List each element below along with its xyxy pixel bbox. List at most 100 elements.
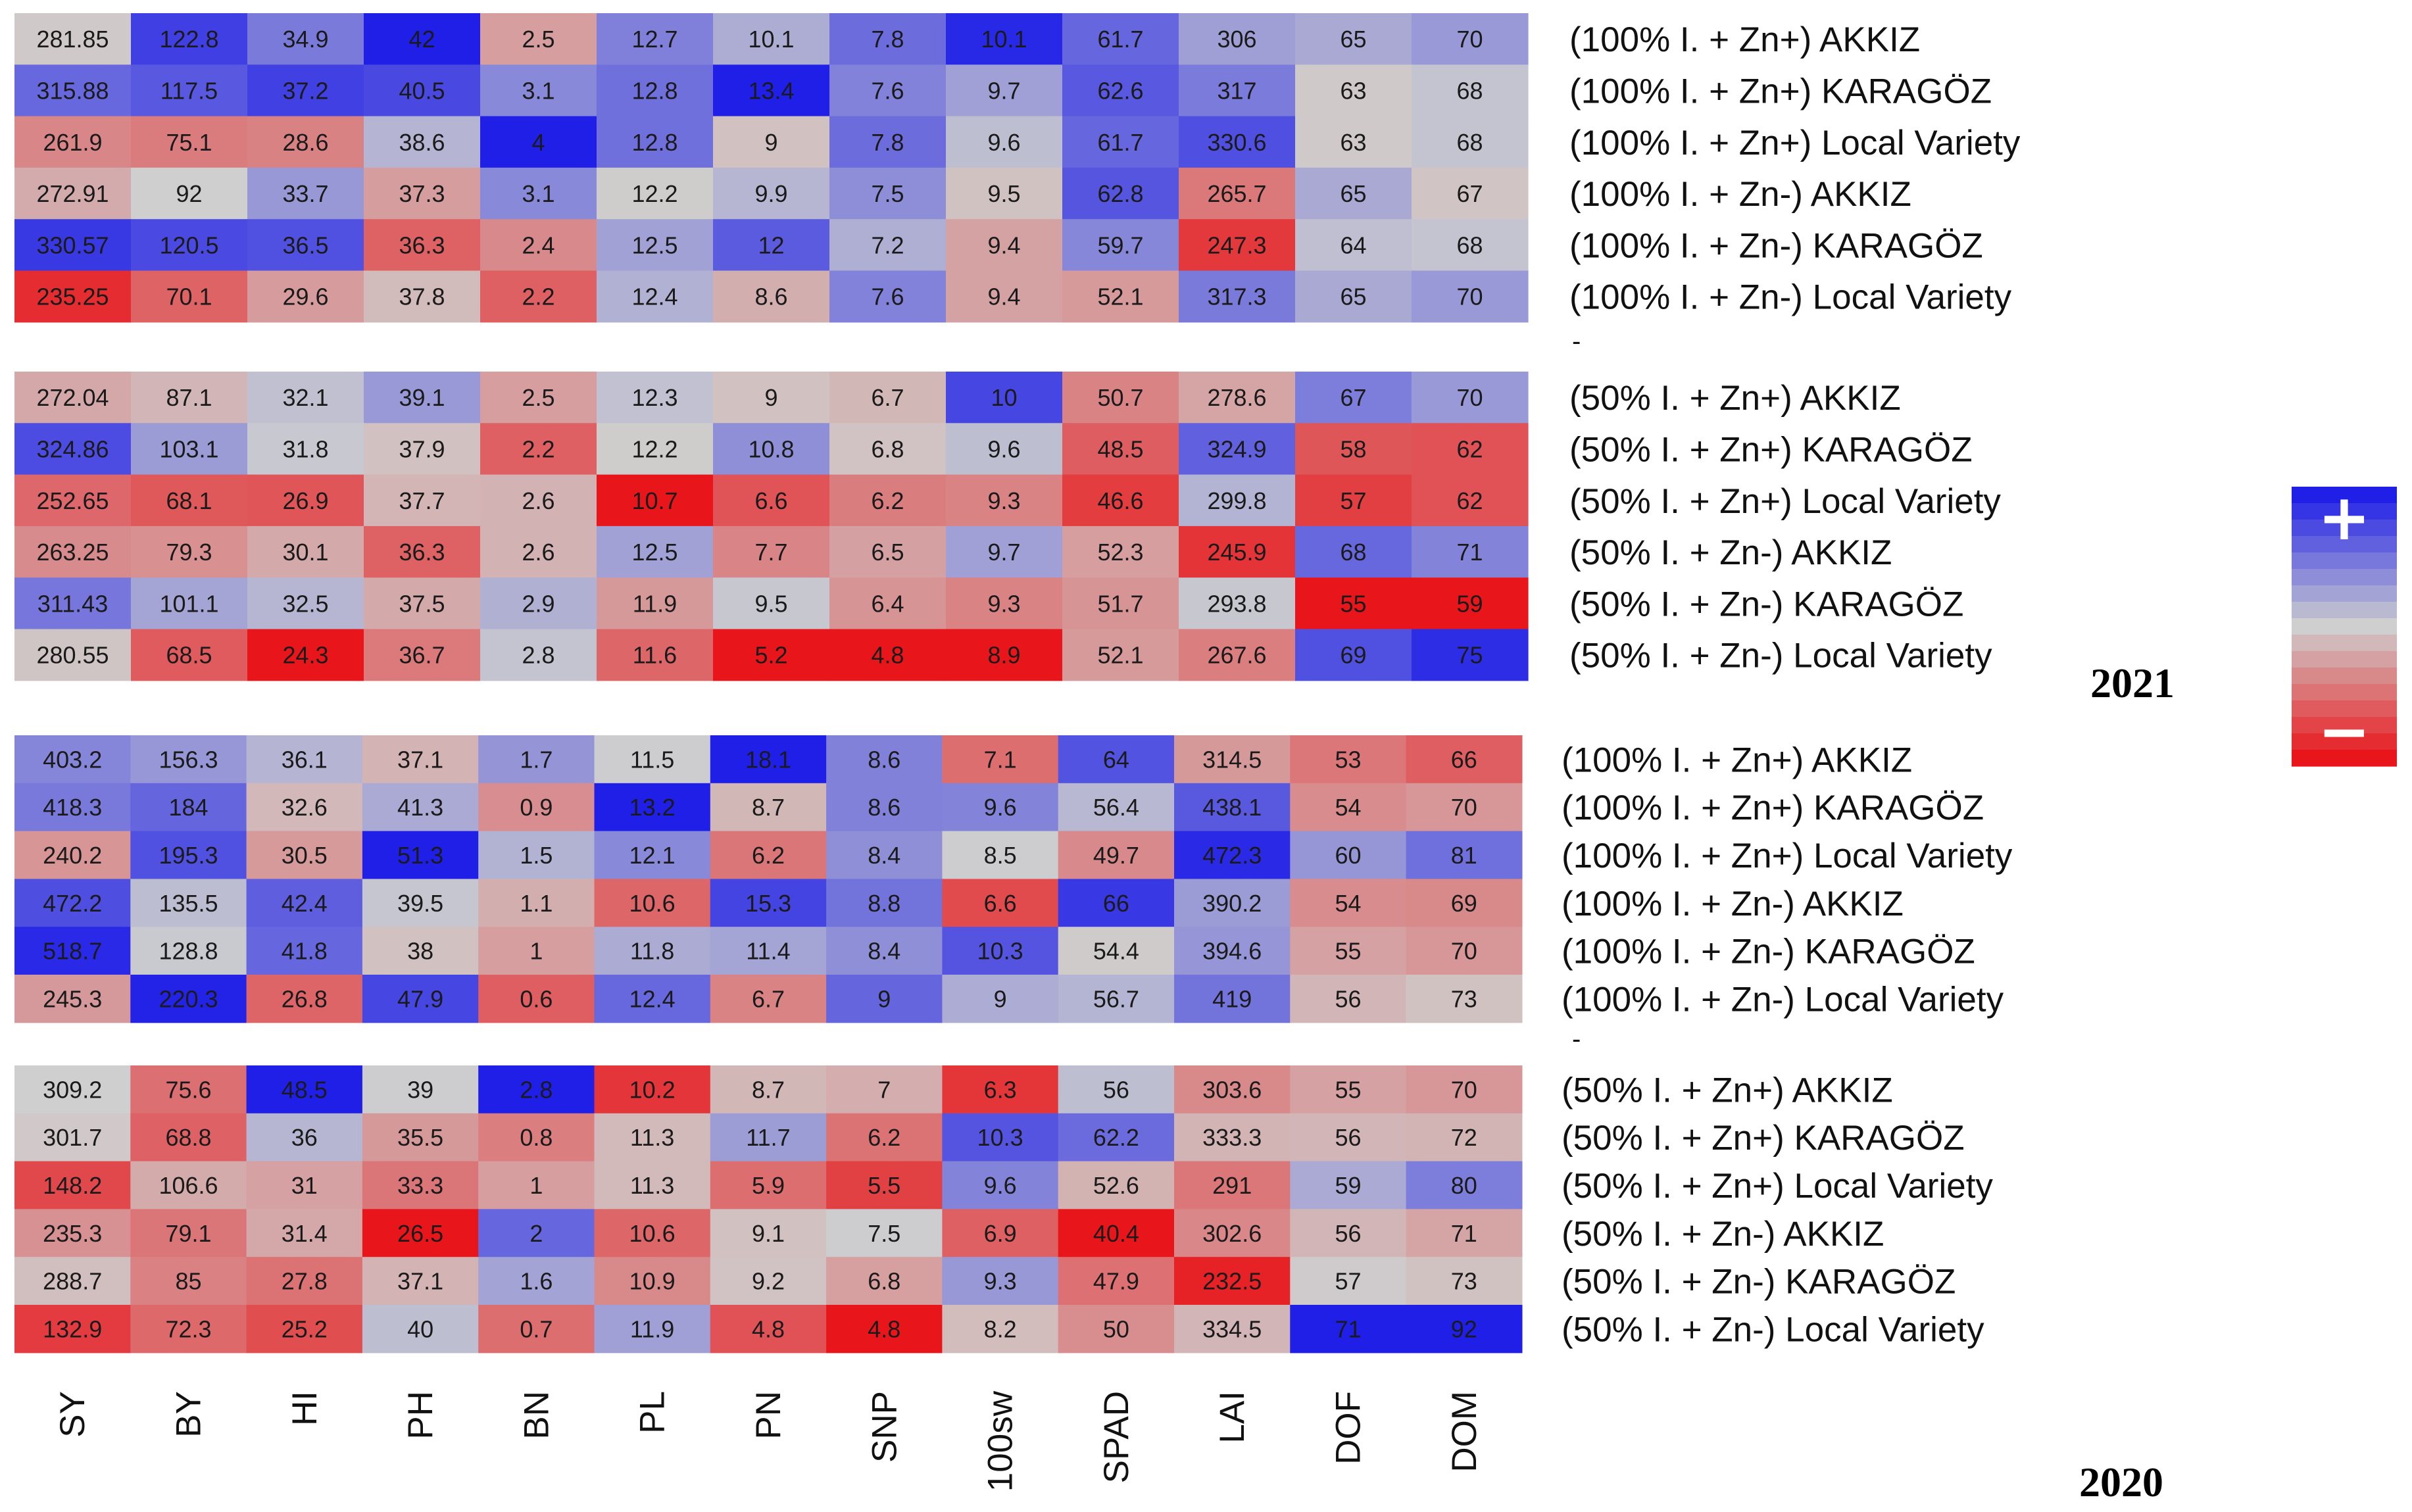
heatmap-cell (710, 975, 827, 1023)
heatmap-cell (829, 372, 947, 424)
cell-value-label: 68 (1456, 77, 1483, 104)
heatmap-cell (362, 1113, 479, 1162)
heatmap-cell (364, 270, 481, 323)
heatmap-cell (826, 831, 943, 879)
heatmap-cell (597, 525, 714, 578)
cell-value-label: 55 (1335, 1076, 1361, 1103)
heatmap-cell (1174, 1257, 1291, 1305)
heatmap-cell (594, 1113, 711, 1162)
heatmap-cell (14, 423, 132, 476)
cell-value-label: 7.2 (871, 232, 904, 258)
heatmap-cell (713, 13, 830, 65)
cell-value-label: 419 (1212, 985, 1252, 1012)
cell-value-label: 5.2 (754, 642, 787, 669)
cell-value-label: 220.3 (159, 985, 218, 1012)
cell-value-label: 9.9 (754, 180, 787, 207)
cell-value-label: 39.1 (399, 384, 445, 411)
cell-value-label: 52.6 (1093, 1172, 1139, 1199)
heatmap-cell (1295, 577, 1412, 630)
heatmap-cell (594, 1305, 711, 1353)
cell-value-label: 280.55 (36, 642, 109, 669)
column-label-snp: SNP (865, 1391, 904, 1463)
cell-value-label: 37.2 (282, 77, 328, 104)
cell-value-label: 9.1 (752, 1220, 785, 1247)
column-label-spad: SPAD (1097, 1391, 1136, 1483)
cell-value-label: 9.6 (987, 435, 1020, 462)
cell-value-label: 40 (407, 1315, 433, 1342)
heatmap-cell (1174, 735, 1291, 784)
cell-value-label: 403.2 (43, 746, 102, 773)
cell-value-label: 8.6 (868, 746, 900, 773)
heatmap-cell (364, 423, 481, 476)
heatmap-cell (14, 1113, 131, 1162)
heatmap-cell (364, 64, 481, 117)
heatmap-cell (246, 1065, 363, 1114)
heatmap-cell (1174, 975, 1291, 1023)
cell-value-label: 184 (168, 794, 208, 821)
heatmap-cell (1412, 116, 1529, 168)
cell-value-label: 56 (1335, 1124, 1361, 1151)
heatmap-cell (1290, 1305, 1407, 1353)
heatmap-cell (1290, 783, 1407, 832)
cell-value-label: 58 (1340, 435, 1366, 462)
cell-value-label: 26.9 (282, 487, 328, 514)
heatmap-cell (829, 423, 947, 476)
heatmap-cell (594, 879, 711, 927)
cell-value-label: 7.8 (871, 129, 904, 156)
cell-value-label: 33.7 (282, 180, 328, 207)
cell-value-label: 41.8 (282, 938, 328, 965)
heatmap-cell (247, 423, 364, 476)
heatmap-cell (1290, 831, 1407, 879)
heatmap-cell (826, 1113, 943, 1162)
heatmap-cell (1174, 1113, 1291, 1162)
cell-value-label: 87.1 (166, 384, 212, 411)
cell-value-label: 317.3 (1207, 283, 1266, 310)
legend-swatch (2292, 569, 2397, 586)
heatmap-cell (130, 1065, 247, 1114)
cell-value-label: 0.6 (520, 985, 553, 1012)
cell-value-label: 51.3 (397, 842, 443, 869)
cell-value-label: 235.25 (36, 283, 109, 310)
heatmap-cell (1295, 116, 1412, 168)
heatmap-cells: 281.85 122.8 34.9 42 2.5 12.7 10.1 7.8 10.1 61.7 3… (14, 13, 1529, 1353)
heatmap-cell (713, 270, 830, 323)
heatmap-cell (1174, 927, 1291, 975)
cell-value-label: 7.5 (871, 180, 904, 207)
cell-value-label: 67 (1456, 180, 1483, 207)
cell-value-label: 36.7 (399, 642, 445, 669)
heatmap-cell (942, 927, 1059, 975)
heatmap-cell (1179, 629, 1296, 681)
cell-value-label: 11.5 (630, 746, 674, 773)
cell-value-label: 9.7 (987, 539, 1020, 566)
cell-value-label: 92 (176, 180, 202, 207)
cell-value-label: 7 (877, 1076, 891, 1103)
cell-value-label: 69 (1340, 642, 1366, 669)
heatmap-cell (246, 1209, 363, 1257)
cell-value-label: 75 (1456, 642, 1483, 669)
heatmap-cell (826, 1257, 943, 1305)
cell-value-label: 11.7 (746, 1124, 790, 1151)
heatmap-cell (246, 831, 363, 879)
heatmap-cell (1179, 13, 1296, 65)
legend-swatch (2292, 733, 2397, 750)
cell-value-label: 37.7 (399, 487, 445, 514)
cell-value-label: 26.8 (282, 985, 328, 1012)
heatmap-cell (131, 13, 248, 65)
heatmap-cell (246, 1161, 363, 1209)
cell-value-label: 2.9 (522, 590, 554, 617)
legend-swatch (2292, 585, 2397, 602)
cell-value-label: 55 (1340, 590, 1366, 617)
cell-value-label: 9.6 (984, 1172, 1017, 1199)
heatmap-cell (478, 975, 595, 1023)
heatmap-cell (942, 1257, 1059, 1305)
heatmap-cell (942, 1305, 1059, 1353)
cell-value-label: 4.8 (868, 1315, 900, 1342)
cell-value-label: 39 (407, 1076, 433, 1103)
heatmap-cell (946, 423, 1063, 476)
cell-value-label: 69 (1451, 890, 1477, 917)
cell-value-label: 9 (994, 985, 1007, 1012)
heatmap-cell (247, 116, 364, 168)
cell-value-label: 61.7 (1097, 26, 1143, 53)
column-label-bn: BN (517, 1391, 556, 1440)
heatmap-cell (946, 64, 1063, 117)
